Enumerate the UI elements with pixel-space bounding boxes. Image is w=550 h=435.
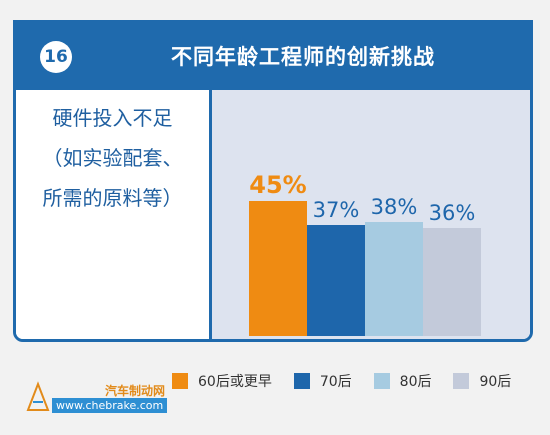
legend-item-80s: 80后 bbox=[373, 371, 432, 391]
site-watermark: 汽车制动网 www.chebrake.com bbox=[25, 380, 168, 414]
bar-value-label-60s: 45% bbox=[249, 171, 306, 199]
category-description: 硬件投入不足 （如实验配套、 所需的原料等） bbox=[16, 98, 209, 218]
watermark-site-name: 汽车制动网 bbox=[105, 384, 166, 398]
legend-label-70s: 70后 bbox=[319, 374, 352, 390]
description-line-3: 所需的原料等） bbox=[42, 186, 183, 210]
figure-number-badge: 16 bbox=[40, 41, 72, 73]
description-line-1: 硬件投入不足 bbox=[52, 106, 173, 130]
bar-90s bbox=[423, 228, 481, 336]
legend-item-70s: 70后 bbox=[293, 371, 352, 391]
legend-item-60s: 60后或更早 bbox=[172, 371, 272, 391]
bar-80s bbox=[365, 222, 423, 336]
legend-item-90s: 90后 bbox=[453, 371, 511, 391]
bar-value-label-90s: 36% bbox=[429, 201, 476, 225]
legend-label-90s: 90后 bbox=[479, 374, 512, 390]
bar-value-label-80s: 38% bbox=[371, 195, 418, 219]
legend-label-60s: 60后或更早 bbox=[198, 374, 272, 390]
bar-70s bbox=[307, 225, 365, 336]
legend-label-80s: 80后 bbox=[399, 374, 432, 390]
bar-value-label-70s: 37% bbox=[313, 198, 360, 222]
bar-chart: 45% 37% 38% 36% bbox=[249, 171, 481, 336]
description-line-2: （如实验配套、 bbox=[42, 146, 183, 170]
legend-swatch-80s bbox=[373, 373, 390, 389]
chart-card: 16 不同年龄工程师的创新挑战 硬件投入不足 （如实验配套、 所需的原料等） 4… bbox=[13, 20, 533, 342]
legend-swatch-60s bbox=[172, 373, 188, 389]
brake-caliper-logo-icon bbox=[26, 381, 50, 411]
panel-divider bbox=[209, 90, 212, 339]
watermark-url: www.chebrake.com bbox=[52, 398, 168, 413]
bar-60s bbox=[249, 201, 307, 336]
chart-legend: 60后或更早 70后 80后 90后 bbox=[172, 371, 511, 391]
legend-swatch-70s bbox=[293, 373, 310, 389]
description-panel bbox=[16, 90, 209, 339]
legend-swatch-90s bbox=[453, 373, 470, 389]
chart-title: 不同年龄工程师的创新挑战 bbox=[171, 45, 435, 69]
chart-header: 16 不同年龄工程师的创新挑战 bbox=[16, 23, 530, 90]
